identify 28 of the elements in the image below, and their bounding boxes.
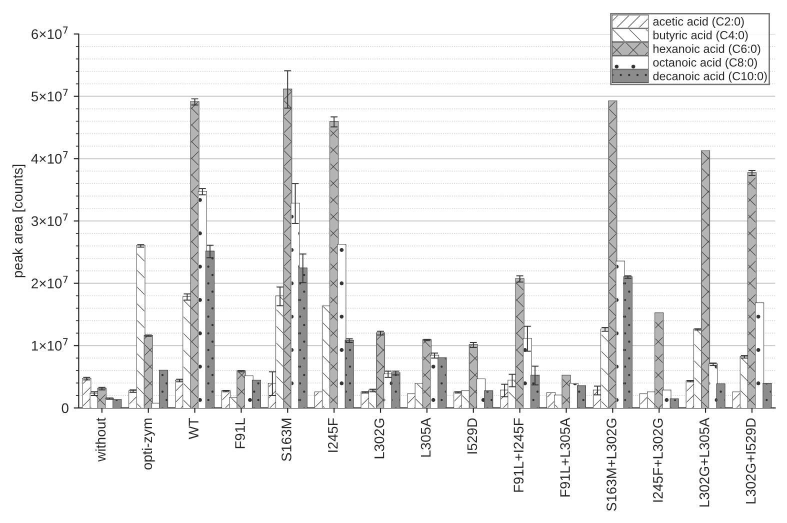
x-tick-label: L302G [374, 418, 384, 458]
legend-label: acetic acid (C2:0) [653, 16, 744, 28]
y-tick-label: 1×10$^{7}$ [32, 338, 68, 351]
y-axis-title: peak area [counts] [12, 164, 26, 278]
y-tick-label: 6×10$^{7}$ [32, 26, 68, 40]
legend-label: hexanoic acid (C6:0) [654, 44, 760, 56]
x-tick-label: opti-zym [142, 418, 155, 470]
x-tick-label: L305A [420, 418, 431, 457]
x-tick-label: without [95, 418, 106, 462]
legend-label: butyric acid (C4:0) [653, 30, 748, 42]
x-tick-label: I245F+L302G [653, 418, 663, 502]
y-tick-label: 4×10$^{7}$ [31, 151, 68, 164]
x-tick-label: L302G+L305A [699, 418, 710, 506]
y-tick-label: 5×10$^{7}$ [31, 88, 68, 102]
x-tick-label: S163M [282, 418, 292, 462]
x-tick-label: I529D [467, 418, 478, 454]
x-tick-label: S163M+L302G [606, 418, 616, 511]
legend-label: octanoic acid (C8:0) [653, 58, 757, 69]
legend-label: decanoic acid (C10:0) [653, 72, 767, 83]
y-tick-label: 3×10$^{7}$ [31, 214, 68, 226]
x-tick-label: F91L+I245F [514, 418, 524, 492]
y-tick-label: 2×10$^{7}$ [32, 276, 68, 288]
y-tick-label: 0 [62, 403, 68, 414]
x-tick-label: F91L [235, 418, 245, 448]
x-tick-label: F91L+L305A [560, 418, 570, 496]
x-tick-label: L302G+I529D [746, 418, 756, 504]
x-tick-label: WT [188, 418, 198, 440]
x-tick-label: I245F [328, 418, 338, 452]
